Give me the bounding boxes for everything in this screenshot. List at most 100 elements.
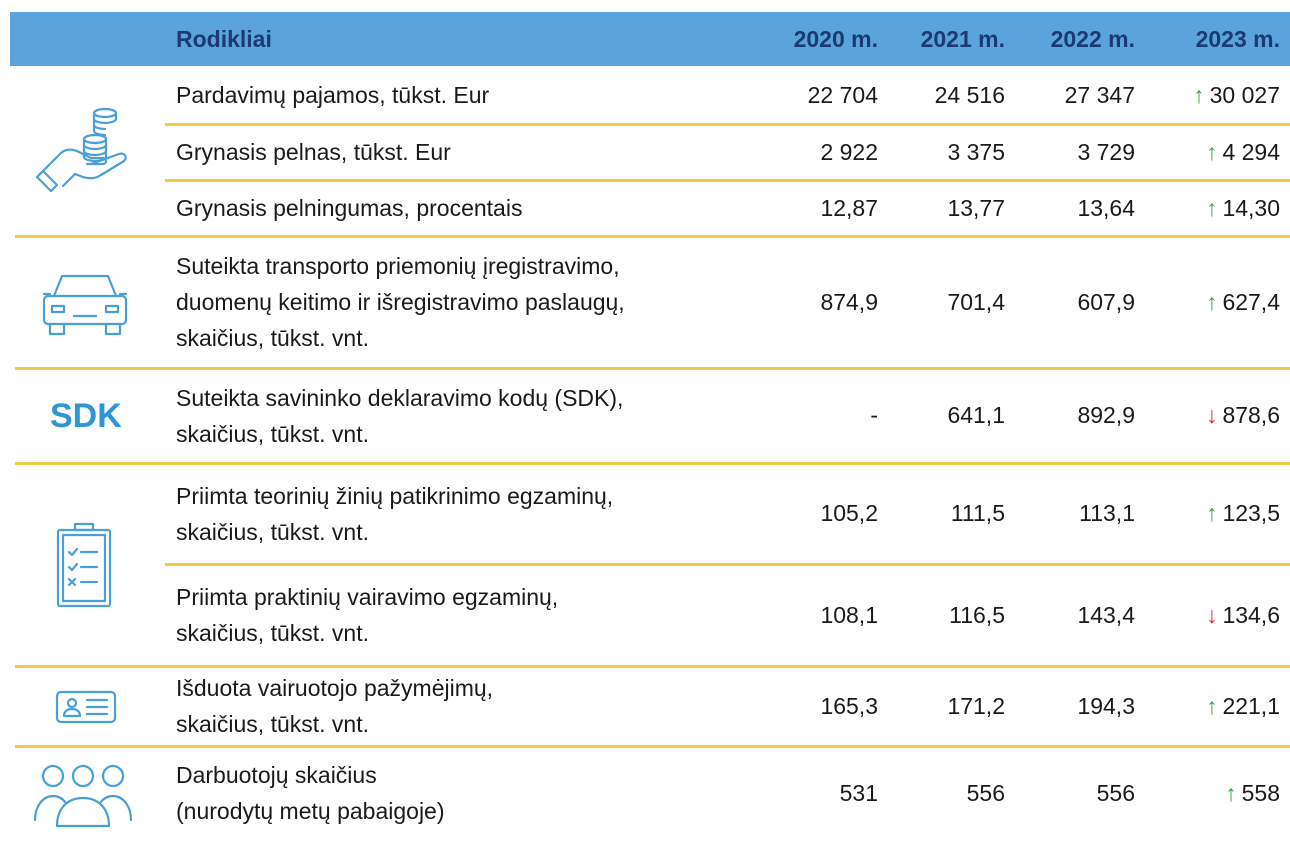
row-value: 12,87 [718,180,878,236]
clipboard-icon [56,522,112,608]
value-text: 27 347 [1064,81,1135,108]
row-value: 165,3 [718,666,878,746]
value-text: 14,30 [1222,194,1280,221]
row-value: ↑ 4 294 [1140,124,1280,180]
row-value: 641,1 [885,368,1005,463]
value-text: 108,1 [820,601,878,628]
row-value: ↑ 30 027 [1140,66,1280,124]
row-value: 556 [885,746,1005,840]
row-label: Grynasis pelnas, tūkst. Eur [176,124,776,180]
row-value: ↑ 221,1 [1140,666,1280,746]
row-value: 892,9 [1015,368,1135,463]
row-value: 105,2 [718,463,878,564]
value-text: 641,1 [947,402,1005,428]
label-line: skaičius, tūkst. vnt. [176,518,370,545]
value-text: 24 516 [934,81,1005,108]
label-line: Suteikta savininko deklaravimo kodų (SDK… [176,384,624,411]
row-separator [165,179,1290,182]
value-text: 143,4 [1077,601,1135,628]
row-value: 143,4 [1015,564,1135,666]
value-text: 874,9 [820,288,878,315]
value-text: 221,1 [1222,692,1280,719]
value-text: 13,77 [947,194,1005,221]
value-text: 878,6 [1222,402,1280,428]
trend-arrow: ↓ [1205,601,1218,628]
row-separator [165,123,1290,126]
trend-arrow: ↓ [1205,402,1218,428]
value-text: 116,5 [949,601,1005,628]
value-text: 111,5 [950,500,1005,526]
row-value: 874,9 [718,236,878,368]
trend-arrow: ↑ [1205,288,1218,315]
value-text: 134,6 [1222,601,1280,628]
row-value: 701,4 [885,236,1005,368]
row-value: ↑ 558 [1140,746,1280,840]
row-value: 111,5 [885,463,1005,564]
row-label: Suteikta transporto priemonių įregistrav… [176,236,776,368]
value-text: 30 027 [1209,81,1280,108]
value-text: 12,87 [820,194,878,221]
value-text: 3 729 [1077,138,1135,165]
row-separator [15,745,1290,748]
money-icon [35,107,127,193]
header-year: 2022 m. [1050,26,1135,52]
value-text: 13,64 [1077,194,1135,221]
row-value: 24 516 [885,66,1005,124]
value-text: 123,5 [1222,500,1280,526]
header-year: 2023 m. [1195,26,1280,52]
row-label: Suteikta savininko deklaravimo kodų (SDK… [176,368,776,463]
value-text: 22 704 [807,81,878,108]
row-label: Pardavimų pajamos, tūkst. Eur [176,66,776,124]
value-text: 892,9 [1077,402,1135,428]
trend-arrow: ↑ [1193,81,1205,108]
row-separator [15,367,1290,370]
row-value: 22 704 [718,66,878,124]
row-separator [165,563,1290,566]
header-label: Rodikliai [176,26,272,52]
label-line: skaičius, tūkst. vnt. [176,711,370,737]
row-value: 108,1 [718,564,878,666]
label-line: skaičius, tūkst. vnt. [176,420,370,447]
value-text: 556 [1096,779,1135,806]
value-text: 531 [839,779,878,806]
row-label: Darbuotojų skaičius (nurodytų metų pabaig… [176,746,776,840]
row-separator [15,665,1290,668]
header-bar [10,12,1290,66]
trend-arrow: ↑ [1205,138,1218,165]
header-year: 2021 m. [920,26,1005,52]
row-value: 194,3 [1015,666,1135,746]
row-value: ↑ 123,5 [1140,463,1280,564]
value-text: 194,3 [1077,692,1135,719]
trend-arrow: ↑ [1205,194,1218,221]
row-value: ↑ 14,30 [1140,180,1280,236]
trend-arrow: ↑ [1205,500,1218,526]
row-separator [15,235,1290,238]
row-value: 3 729 [1015,124,1135,180]
id-card-icon [55,690,117,724]
label-line: skaičius, tūkst. vnt. [176,325,370,351]
row-label: Grynasis pelningumas, procentais [176,180,776,236]
label-line: Suteikta transporto priemonių įregistrav… [176,253,620,279]
value-text: 165,3 [820,692,878,719]
label-line: Priimta praktinių vairavimo egzaminų, [176,584,559,610]
row-value: ↓ 878,6 [1140,368,1280,463]
label-line: skaičius, tūkst. vnt. [176,620,370,646]
row-value: 171,2 [885,666,1005,746]
value-text: 607,9 [1077,288,1135,315]
row-value: 556 [1015,746,1135,840]
value-text: 701,4 [947,288,1005,315]
people-icon [33,764,133,828]
row-separator [15,462,1290,465]
trend-arrow: ↑ [1225,779,1237,806]
row-label: Išduota vairuotojo pažymėjimų, skaičius, … [176,666,776,746]
value-text: 556 [966,779,1005,806]
row-value: 27 347 [1015,66,1135,124]
row-value: 3 375 [885,124,1005,180]
label-line: Grynasis pelnas, tūkst. Eur [176,139,451,165]
value-text: 558 [1241,779,1280,806]
car-icon [42,274,128,336]
row-value: 13,77 [885,180,1005,236]
row-value: - [718,368,878,463]
label-line: (nurodytų metų pabaigoje) [176,798,445,824]
value-text: - [870,402,878,428]
